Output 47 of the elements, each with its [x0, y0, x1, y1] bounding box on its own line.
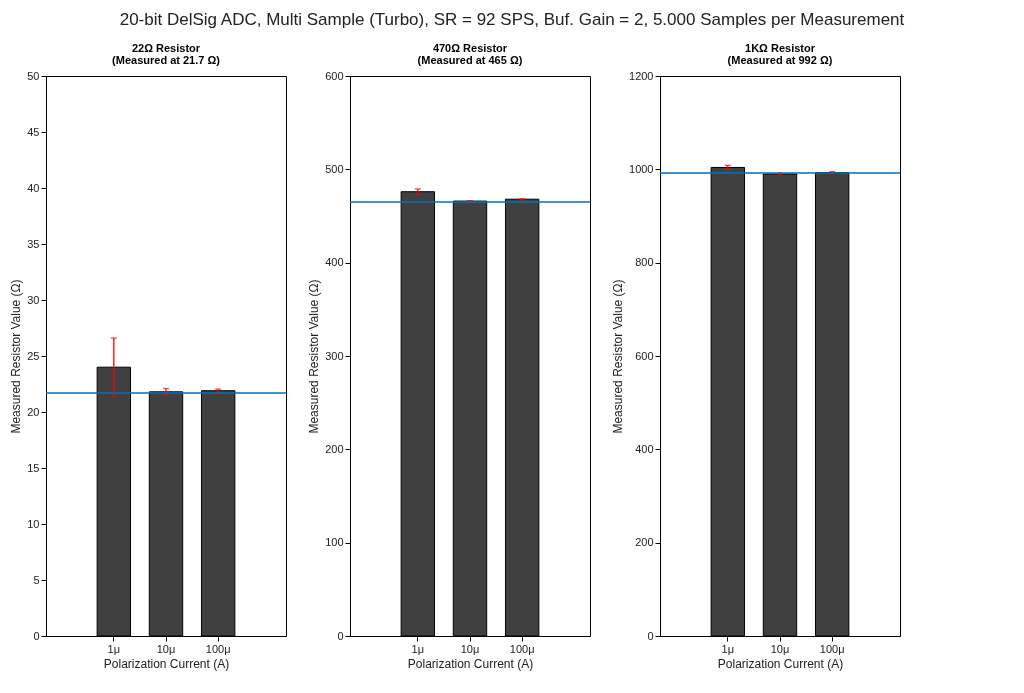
x-tick-label: 10μ: [460, 642, 480, 655]
x-tick-label: 100μ: [205, 642, 231, 655]
y-axis-title: Measured Resistor Value (Ω): [9, 279, 24, 434]
y-tick-label: 200: [635, 536, 654, 549]
y-tick-label: 0: [337, 629, 344, 642]
x-tick-label: 1μ: [721, 642, 735, 655]
y-tick-label: 10: [27, 517, 40, 530]
y-tick-label: 50: [27, 69, 40, 82]
x-tick-label: 10μ: [156, 642, 176, 655]
y-tick-label: 100: [325, 536, 344, 549]
text: 20-bit DelSig ADC, Multi Sample (Turbo), SR = 92 SPS, Buf. Gain = 2, 5.000 Samples per Measurement: [118, 9, 906, 31]
x-axis-title: Polarization Current (A): [103, 656, 230, 671]
y-tick-label: 1200: [629, 69, 654, 82]
y-tick-label: 15: [27, 461, 40, 474]
y-tick-label: 500: [325, 162, 344, 175]
y-tick-label: 40: [27, 181, 40, 194]
x-tick-label: 10μ: [770, 642, 790, 655]
chart-title: 22Ω Resistor: [131, 42, 201, 54]
y-axis-title: Measured Resistor Value (Ω): [611, 279, 626, 434]
y-tick-label: 800: [635, 256, 654, 269]
chart-title: 1KΩ Resistor: [745, 42, 816, 54]
x-axis-title: Polarization Current (A): [717, 656, 844, 671]
y-tick-label: 0: [647, 629, 654, 642]
y-tick-label: 45: [27, 125, 40, 138]
x-tick-label: 1μ: [107, 642, 121, 655]
y-tick-label: 600: [635, 349, 654, 362]
y-tick-label: 400: [635, 442, 654, 455]
y-tick-label: 20: [27, 405, 40, 418]
y-tick-label: 30: [27, 293, 40, 306]
chart-subtitle: (Measured at 21.7 Ω): [112, 54, 221, 66]
x-tick-label: 100μ: [509, 642, 535, 655]
chart-title: 470Ω Resistor: [432, 42, 508, 54]
y-tick-label: 0: [33, 629, 40, 642]
y-tick-label: 400: [325, 256, 344, 269]
x-axis-title: Polarization Current (A): [407, 656, 534, 671]
y-tick-label: 5: [33, 573, 40, 586]
y-tick-label: 25: [27, 349, 40, 362]
y-tick-label: 600: [325, 69, 344, 82]
y-axis-title: Measured Resistor Value (Ω): [307, 279, 322, 434]
x-tick-label: 100μ: [819, 642, 845, 655]
y-tick-label: 1000: [629, 162, 654, 175]
y-tick-label: 300: [325, 349, 344, 362]
chart-subtitle: (Measured at 992 Ω): [727, 54, 833, 66]
chart-subtitle: (Measured at 465 Ω): [417, 54, 523, 66]
y-tick-label: 200: [325, 442, 344, 455]
y-tick-label: 35: [27, 237, 40, 250]
x-tick-label: 1μ: [411, 642, 425, 655]
